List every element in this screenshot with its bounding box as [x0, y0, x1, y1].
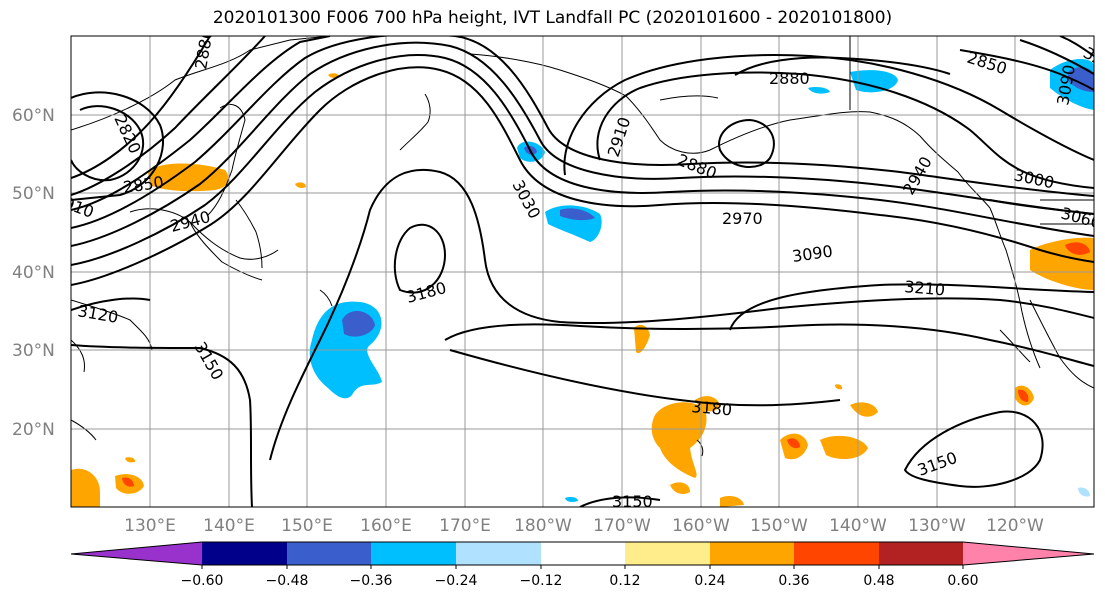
shade-positive-south-2	[720, 496, 744, 507]
shade-positive-small-1	[295, 182, 306, 188]
lon-tick-label: 170°E	[439, 516, 491, 536]
lon-tick-label: 170°W	[593, 516, 651, 536]
lon-tick-label: 140°E	[203, 516, 255, 536]
contour-labels: 2880 2850 2820 2850 2910 2940 3030 2880 …	[71, 36, 1094, 511]
contour-trough-4	[71, 36, 1094, 229]
lon-tick-label: 120°W	[986, 516, 1044, 536]
contour-gulf-2	[563, 54, 1094, 176]
contour-west-low	[71, 105, 145, 182]
contour-label: 3150	[612, 492, 653, 511]
colorbar-tick-label: 0.12	[609, 573, 640, 589]
shade-negative-jet-exit-core	[560, 208, 595, 221]
colorbar: −0.60 −0.48 −0.36 −0.24 −0.12 0.12 0.24 …	[70, 541, 1095, 589]
lat-tick-label: 50°N	[12, 184, 55, 204]
shade-positive-south-1	[670, 482, 690, 494]
lon-ticks: 130°E 140°E 150°E 160°E 170°E 180°W 170°…	[124, 516, 1044, 536]
contour-3150-se	[903, 410, 1044, 488]
lon-tick-label: 150°W	[750, 516, 808, 536]
shade-negative-small-1	[808, 87, 830, 94]
contour-3120-west	[71, 297, 151, 311]
contour-trough-6	[71, 36, 266, 196]
lon-tick-label: 130°W	[908, 516, 966, 536]
contour-label: 2880	[769, 69, 810, 88]
contour-trough-3	[71, 41, 1094, 247]
shade-negative-central-pacific-core	[342, 310, 375, 337]
colorbar-segment	[71, 542, 202, 565]
shade-positive-sw-corner	[71, 468, 100, 507]
colorbar-tick-label: −0.24	[435, 573, 478, 589]
shade-positive-small-3	[835, 384, 843, 390]
colorbar-segment	[202, 542, 287, 565]
contour-trough-2	[71, 54, 1094, 266]
colorbar-segment	[371, 542, 456, 565]
colorbar-segment	[963, 542, 1094, 565]
lat-ticks: 60°N 50°N 40°N 30°N 20°N	[12, 106, 55, 440]
height-contours	[71, 36, 1094, 507]
colorbar-tick-label: 0.24	[694, 573, 725, 589]
contour-ne-3	[1059, 36, 1094, 57]
contour-alaska-low	[718, 118, 775, 169]
lon-tick-label: 160°E	[360, 516, 412, 536]
colorbar-tick-label: 0.36	[778, 573, 809, 589]
contour-west-low-2	[71, 91, 165, 201]
colorbar-tick-label: −0.48	[266, 573, 309, 589]
contour-3210	[729, 283, 1094, 331]
shade-positive-sw-2-core	[122, 477, 134, 487]
shade-positive-subtropic-4	[634, 324, 650, 354]
contour-3060-east	[989, 199, 1094, 215]
colorbar-tick-label: −0.12	[520, 573, 563, 589]
shade-positive-subtropic-2	[820, 435, 868, 460]
contour-gulf-1	[596, 71, 1094, 189]
colorbar-segment	[879, 542, 963, 565]
contour-3180-band	[444, 323, 1094, 367]
contour-trough-1	[71, 66, 1094, 286]
contour-ridge-3180	[393, 223, 447, 294]
shade-positive-california-core	[1065, 242, 1090, 255]
contour-3150-west	[71, 344, 253, 507]
colorbar-tick-label: −0.36	[350, 573, 393, 589]
lat-tick-label: 60°N	[12, 106, 55, 126]
colorbar-segment	[456, 542, 541, 565]
shade-positive-hawaii-west	[651, 402, 707, 478]
plot-frame	[70, 35, 1095, 508]
contour-trough-7	[71, 36, 211, 179]
gridlines	[71, 36, 1094, 507]
coastlines	[71, 36, 1094, 457]
lon-tick-label: 180°W	[514, 516, 572, 536]
contour-label: 2970	[722, 209, 763, 228]
shade-positive-subtropic-3	[850, 402, 878, 417]
lat-tick-label: 20°N	[12, 420, 55, 440]
lat-tick-label: 40°N	[12, 263, 55, 283]
contour-label: 3180	[691, 397, 733, 419]
shade-negative-alaska	[850, 70, 898, 93]
lon-tick-label: 160°W	[672, 516, 730, 536]
lon-tick-label: 140°W	[829, 516, 887, 536]
shade-positive-subtropic-1-core	[787, 438, 800, 449]
contour-3180-south	[449, 349, 841, 407]
colorbar-segment	[625, 542, 710, 565]
colorbar-segment	[287, 542, 371, 565]
lat-tick-label: 30°N	[12, 341, 55, 361]
colorbar-segment	[710, 542, 794, 565]
shade-positive-japan-sea	[148, 163, 229, 192]
shade-positive-small-2	[125, 457, 136, 463]
contour-3150-main	[269, 168, 1094, 461]
contour-ne-1	[959, 49, 1094, 91]
contour-label: 3210	[904, 277, 946, 299]
colorbar-tick-label: 0.60	[947, 573, 978, 589]
colorbar-segment	[541, 542, 625, 565]
contour-ne-2	[1019, 39, 1094, 75]
contour-3150-south	[579, 496, 661, 507]
map-title: 2020101300 F006 700 hPa height, IVT Land…	[212, 8, 893, 28]
shade-positive-baja-core	[1018, 389, 1029, 402]
colorbar-tick-label: −0.60	[181, 573, 224, 589]
shade-negative-small-3	[1078, 487, 1090, 497]
lon-tick-label: 150°E	[281, 516, 333, 536]
lon-tick-label: 130°E	[124, 516, 176, 536]
shade-negative-small-2	[565, 497, 578, 502]
colorbar-tick-label: 0.48	[863, 573, 894, 589]
colorbar-segment	[794, 542, 879, 565]
